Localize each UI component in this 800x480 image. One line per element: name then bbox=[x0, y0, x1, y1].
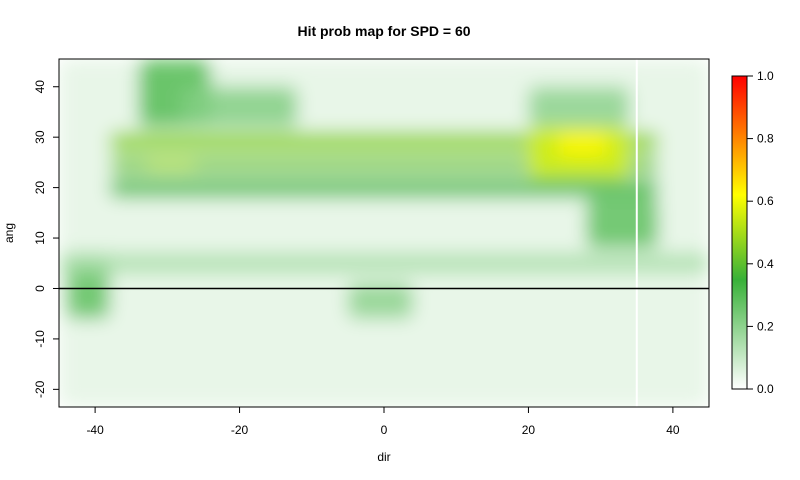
heatmap-region bbox=[557, 132, 608, 158]
heatmap-region bbox=[145, 157, 197, 173]
y-tick-label: -10 bbox=[33, 330, 47, 348]
heatmap-region bbox=[528, 86, 630, 128]
heatmap-region bbox=[109, 157, 659, 173]
y-tick-label: 10 bbox=[33, 231, 47, 245]
heatmap-region bbox=[109, 177, 659, 198]
heatmap-region bbox=[59, 253, 709, 274]
x-tick-label: 20 bbox=[522, 423, 536, 437]
colorbar-tick-label: 0.0 bbox=[757, 382, 774, 396]
colorbar-tick-label: 0.8 bbox=[757, 132, 774, 146]
x-tick-label: 0 bbox=[381, 423, 388, 437]
x-axis: -40 -20 0 20 40 bbox=[86, 407, 680, 437]
y-tick-label: -20 bbox=[33, 380, 47, 398]
colorbar-tick-label: 1.0 bbox=[757, 69, 774, 83]
colorbar-gradient bbox=[731, 75, 748, 390]
colorbar: 0.0 0.2 0.4 0.6 0.8 1.0 bbox=[731, 69, 774, 396]
y-tick-label: 0 bbox=[33, 285, 47, 292]
heatmap-area bbox=[59, 59, 709, 407]
colorbar-tick-label: 0.6 bbox=[757, 194, 774, 208]
x-tick-label: 40 bbox=[666, 423, 680, 437]
colorbar-tick-label: 0.4 bbox=[757, 257, 774, 271]
y-axis: -20 -10 0 10 20 30 40 bbox=[33, 80, 59, 398]
y-tick-label: 30 bbox=[33, 130, 47, 144]
chart-title: Hit prob map for SPD = 60 bbox=[297, 23, 470, 39]
heatmap-region bbox=[586, 197, 659, 249]
x-tick-label: -20 bbox=[231, 423, 249, 437]
y-tick-label: 20 bbox=[33, 181, 47, 195]
y-axis-label: ang bbox=[2, 223, 16, 243]
colorbar-tick-label: 0.2 bbox=[757, 319, 774, 333]
heatmap-region bbox=[347, 283, 413, 319]
heatmap-region bbox=[109, 132, 659, 153]
x-axis-label: dir bbox=[377, 450, 390, 464]
y-tick-label: 40 bbox=[33, 80, 47, 94]
x-tick-label: -40 bbox=[86, 423, 104, 437]
heatmap-region bbox=[181, 86, 298, 128]
